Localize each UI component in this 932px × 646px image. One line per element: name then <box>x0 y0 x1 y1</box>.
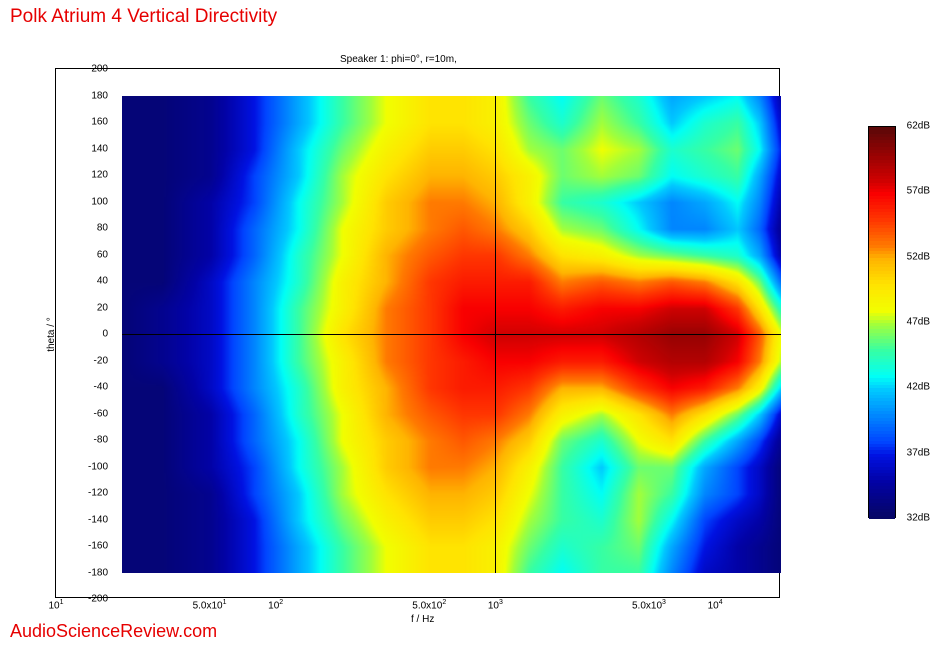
y-tick-label: 100 <box>58 196 108 207</box>
y-tick-label: -120 <box>58 488 108 499</box>
chart-subtitle: Speaker 1: phi=0°, r=10m, <box>340 54 457 65</box>
x-tick-label: 5.0x102 <box>412 599 446 611</box>
plot-frame: 200180160140120100806040200-20-40-60-80-… <box>55 68 780 598</box>
y-tick-label: -60 <box>58 408 108 419</box>
crosshair-horizontal <box>122 334 781 335</box>
y-tick-label: -180 <box>58 567 108 578</box>
y-tick-label: 0 <box>58 329 108 340</box>
y-tick-label: 200 <box>58 64 108 75</box>
x-tick-label: 101 <box>48 599 63 611</box>
y-tick-label: 60 <box>58 249 108 260</box>
colorbar-tick-label: 32dB <box>907 513 930 524</box>
y-tick-label: 80 <box>58 223 108 234</box>
colorbar-tick-label: 47dB <box>907 317 930 328</box>
y-tick-label: -100 <box>58 461 108 472</box>
y-tick-label: 40 <box>58 276 108 287</box>
x-tick-label: 102 <box>268 599 283 611</box>
colorbar-tick-label: 37dB <box>907 447 930 458</box>
colorbar-tick-label: 57dB <box>907 186 930 197</box>
y-tick-label: 20 <box>58 302 108 313</box>
chart-title: Polk Atrium 4 Vertical Directivity <box>10 6 277 28</box>
colorbar-tick-label: 62dB <box>907 121 930 132</box>
y-tick-label: -40 <box>58 382 108 393</box>
x-tick-label: 5.0x103 <box>632 599 666 611</box>
x-tick-label: 5.0x101 <box>193 599 227 611</box>
y-tick-label: -80 <box>58 435 108 446</box>
y-tick-label: -160 <box>58 541 108 552</box>
y-axis-label: theta / ° <box>46 317 57 352</box>
colorbar-tick-label: 52dB <box>907 251 930 262</box>
watermark: AudioScienceReview.com <box>10 621 217 642</box>
y-tick-label: -20 <box>58 355 108 366</box>
y-tick-label: 180 <box>58 90 108 101</box>
colorbar-tick-label: 42dB <box>907 382 930 393</box>
colorbar <box>868 126 896 518</box>
y-tick-label: 140 <box>58 143 108 154</box>
y-tick-label: 120 <box>58 170 108 181</box>
x-tick-label: 104 <box>708 599 723 611</box>
x-tick-label: 103 <box>488 599 503 611</box>
x-axis-label: f / Hz <box>411 614 434 625</box>
y-tick-label: -140 <box>58 514 108 525</box>
y-tick-label: -200 <box>58 594 108 605</box>
crosshair-vertical <box>495 96 496 573</box>
y-tick-label: 160 <box>58 117 108 128</box>
